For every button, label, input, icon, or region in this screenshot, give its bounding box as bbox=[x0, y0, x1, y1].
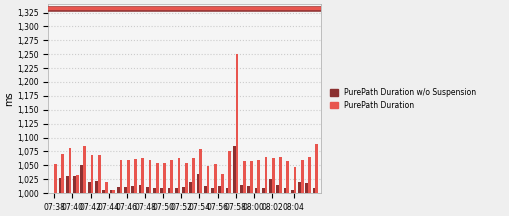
Bar bbox=[269, 179, 271, 193]
Bar bbox=[235, 54, 238, 193]
Bar bbox=[153, 187, 156, 193]
Bar bbox=[76, 175, 78, 193]
Bar bbox=[199, 149, 202, 193]
Bar bbox=[204, 186, 206, 193]
Bar bbox=[59, 178, 62, 193]
Bar bbox=[138, 185, 141, 193]
Bar bbox=[134, 159, 136, 193]
Bar bbox=[293, 167, 296, 193]
Bar bbox=[141, 158, 144, 193]
Bar bbox=[167, 187, 170, 193]
Bar bbox=[271, 158, 274, 193]
Bar bbox=[218, 186, 221, 193]
Bar bbox=[88, 182, 90, 193]
Bar bbox=[124, 187, 127, 193]
Bar bbox=[51, 192, 54, 193]
Bar bbox=[196, 174, 199, 193]
Bar bbox=[69, 148, 71, 193]
Bar bbox=[305, 183, 307, 193]
Bar bbox=[80, 165, 83, 193]
Bar bbox=[228, 151, 231, 193]
Bar bbox=[156, 163, 158, 193]
Bar bbox=[298, 182, 300, 193]
Bar bbox=[254, 187, 257, 193]
Bar bbox=[264, 157, 267, 193]
Bar bbox=[131, 186, 134, 193]
Bar bbox=[283, 188, 286, 193]
Bar bbox=[109, 190, 112, 193]
Bar bbox=[262, 187, 264, 193]
Bar bbox=[291, 190, 293, 193]
Bar bbox=[83, 146, 86, 193]
Bar bbox=[127, 160, 129, 193]
Bar bbox=[95, 181, 98, 193]
Bar bbox=[54, 164, 57, 193]
Bar bbox=[213, 164, 216, 193]
Bar bbox=[247, 186, 250, 193]
Bar bbox=[160, 187, 163, 193]
Bar bbox=[276, 185, 278, 193]
Bar bbox=[240, 185, 242, 193]
Bar bbox=[98, 155, 100, 193]
Bar bbox=[90, 155, 93, 193]
Bar bbox=[242, 161, 245, 193]
Bar bbox=[73, 176, 76, 193]
Bar bbox=[182, 187, 184, 193]
Bar bbox=[192, 158, 194, 193]
Bar bbox=[250, 161, 252, 193]
Legend: PurePath Duration w/o Suspension, PurePath Duration: PurePath Duration w/o Suspension, PurePa… bbox=[327, 86, 477, 112]
Bar bbox=[286, 161, 289, 193]
Bar bbox=[278, 157, 281, 193]
Bar bbox=[206, 167, 209, 193]
Bar bbox=[163, 163, 165, 193]
Bar bbox=[117, 187, 119, 193]
Bar bbox=[189, 182, 192, 193]
Bar bbox=[66, 176, 69, 193]
Bar bbox=[233, 146, 235, 193]
Bar bbox=[102, 190, 105, 193]
Bar bbox=[170, 160, 173, 193]
Bar bbox=[112, 190, 115, 193]
Bar bbox=[184, 163, 187, 193]
Bar bbox=[177, 158, 180, 193]
Bar bbox=[148, 160, 151, 193]
Bar bbox=[225, 187, 228, 193]
Bar bbox=[221, 174, 223, 193]
Bar bbox=[211, 187, 213, 193]
Bar bbox=[62, 154, 64, 193]
Bar bbox=[307, 157, 310, 193]
Bar bbox=[175, 187, 177, 193]
Bar bbox=[312, 187, 315, 193]
Bar bbox=[300, 160, 303, 193]
Bar bbox=[315, 144, 318, 193]
Bar bbox=[105, 182, 107, 193]
Y-axis label: ms: ms bbox=[4, 91, 14, 106]
Bar bbox=[146, 187, 148, 193]
Bar bbox=[119, 160, 122, 193]
Bar bbox=[257, 160, 260, 193]
